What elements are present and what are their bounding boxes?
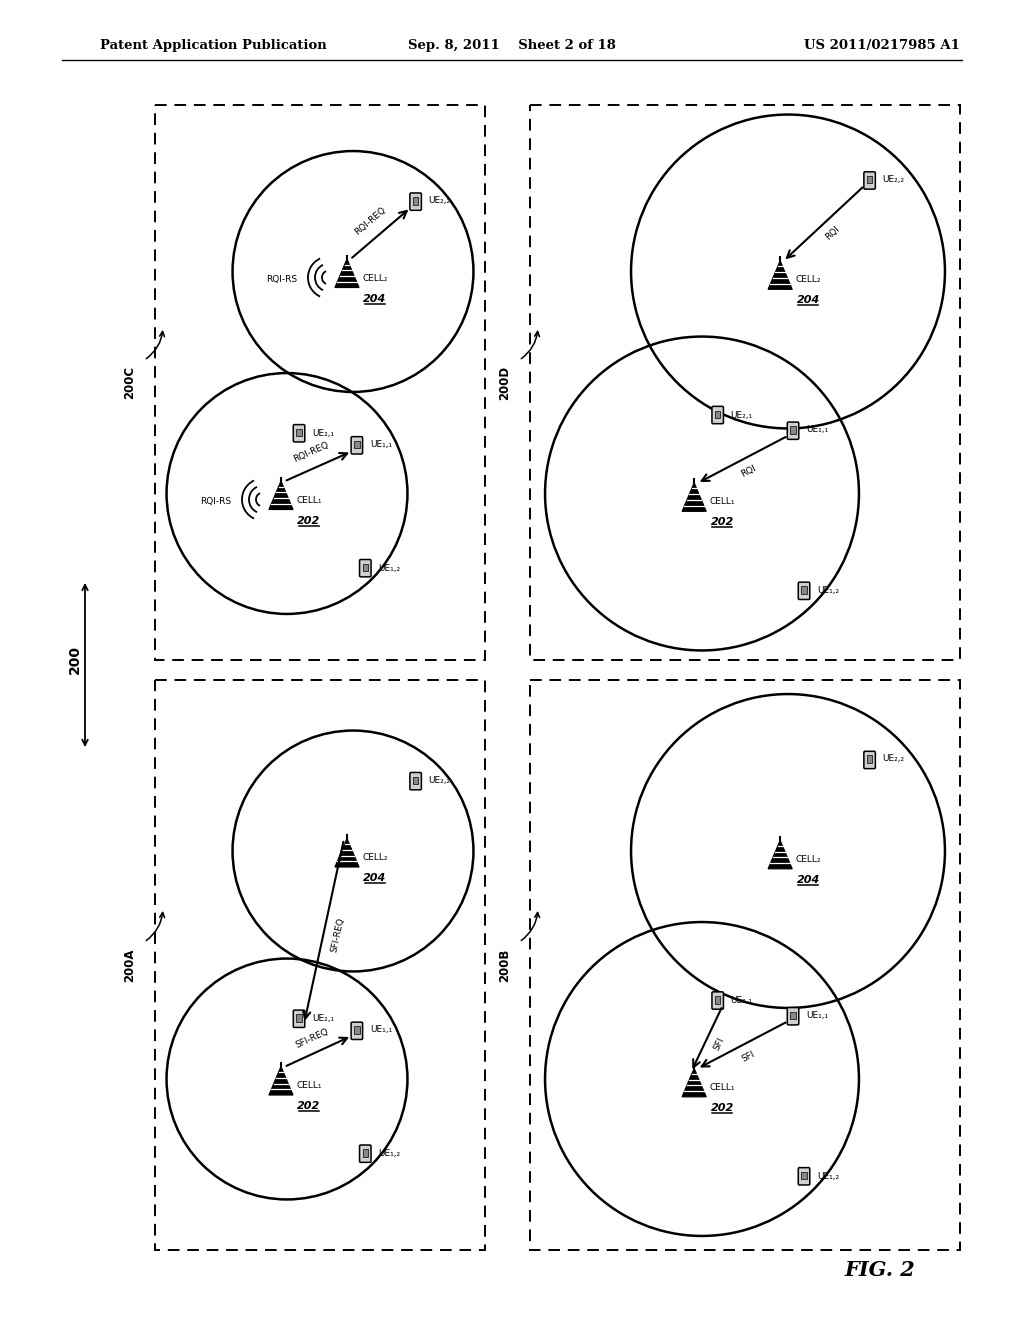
Text: SFI-REQ: SFI-REQ [330, 916, 346, 953]
Text: UE₂,₁: UE₂,₁ [731, 411, 753, 420]
Text: SFI: SFI [740, 1049, 757, 1064]
Bar [867, 755, 872, 763]
Text: CELL₁: CELL₁ [296, 1081, 322, 1090]
Text: CELL₁: CELL₁ [710, 1082, 735, 1092]
FancyBboxPatch shape [712, 991, 723, 1010]
FancyBboxPatch shape [410, 772, 422, 789]
Polygon shape [768, 261, 793, 289]
Text: Patent Application Publication: Patent Application Publication [100, 38, 327, 51]
Text: 202: 202 [297, 1101, 321, 1111]
Text: UE₁,₂: UE₁,₂ [817, 1172, 839, 1181]
Text: UE₁,₁: UE₁,₁ [806, 1011, 828, 1020]
FancyBboxPatch shape [799, 582, 810, 599]
Bar [413, 776, 419, 784]
Text: 200: 200 [68, 645, 82, 675]
Text: SFI: SFI [712, 1036, 726, 1052]
Text: UE₁,₂: UE₁,₂ [378, 1150, 400, 1158]
FancyBboxPatch shape [359, 560, 371, 577]
FancyBboxPatch shape [351, 1022, 362, 1039]
Text: 204: 204 [797, 875, 820, 884]
Polygon shape [682, 483, 707, 511]
Text: 200D: 200D [499, 366, 512, 400]
Bar [155, 680, 485, 1250]
Text: 200C: 200C [124, 366, 136, 399]
Text: 202: 202 [711, 1102, 734, 1113]
Text: UE₁,₁: UE₁,₁ [370, 1026, 392, 1035]
Text: UE₂,₂: UE₂,₂ [429, 776, 451, 784]
Text: UE₂,₁: UE₂,₁ [312, 1014, 334, 1023]
FancyBboxPatch shape [351, 437, 362, 454]
Text: 202: 202 [711, 517, 734, 528]
Text: CELL₂: CELL₂ [362, 853, 388, 862]
FancyBboxPatch shape [293, 1010, 305, 1027]
Text: UE₁,₁: UE₁,₁ [806, 425, 828, 434]
Text: CELL₁: CELL₁ [710, 498, 735, 507]
Text: UE₁,₁: UE₁,₁ [370, 440, 392, 449]
FancyBboxPatch shape [410, 193, 422, 210]
Text: RQI-RS: RQI-RS [201, 498, 231, 506]
FancyBboxPatch shape [799, 1168, 810, 1185]
Bar [715, 997, 721, 1003]
Text: UE₁,₂: UE₁,₂ [817, 586, 839, 595]
Text: UE₂,₁: UE₂,₁ [731, 997, 753, 1005]
FancyBboxPatch shape [787, 422, 799, 440]
Text: 200A: 200A [124, 948, 136, 982]
Text: 200B: 200B [499, 948, 512, 982]
FancyBboxPatch shape [864, 751, 876, 768]
Bar [791, 426, 796, 434]
Polygon shape [269, 1067, 293, 1096]
Bar [802, 1172, 807, 1179]
Bar [530, 680, 961, 1250]
Text: Sep. 8, 2011    Sheet 2 of 18: Sep. 8, 2011 Sheet 2 of 18 [408, 38, 616, 51]
Text: CELL₂: CELL₂ [362, 273, 388, 282]
Bar [354, 1027, 359, 1034]
FancyBboxPatch shape [293, 425, 305, 442]
Polygon shape [768, 841, 793, 869]
Text: US 2011/0217985 A1: US 2011/0217985 A1 [804, 38, 961, 51]
Text: RQI-RS: RQI-RS [266, 275, 298, 284]
Bar [530, 106, 961, 660]
Text: UE₂,₂: UE₂,₂ [429, 197, 451, 205]
FancyBboxPatch shape [712, 407, 723, 424]
Text: RQI: RQI [739, 463, 758, 479]
Bar [802, 586, 807, 594]
Text: CELL₁: CELL₁ [296, 495, 322, 504]
Bar [296, 429, 302, 437]
Polygon shape [269, 480, 293, 510]
Text: RQI: RQI [824, 224, 842, 242]
Polygon shape [335, 838, 359, 867]
Text: CELL₂: CELL₂ [796, 855, 821, 863]
Text: 204: 204 [364, 293, 387, 304]
Bar [354, 441, 359, 449]
Text: SFI-REQ: SFI-REQ [294, 1027, 330, 1051]
FancyBboxPatch shape [359, 1144, 371, 1163]
Bar [791, 1011, 796, 1019]
Text: 204: 204 [797, 296, 820, 305]
Text: 202: 202 [297, 516, 321, 525]
Polygon shape [682, 1068, 707, 1097]
Text: UE₂,₂: UE₂,₂ [883, 176, 905, 183]
Text: RQI-REQ: RQI-REQ [292, 440, 331, 463]
Text: 204: 204 [364, 873, 387, 883]
Text: UE₁,₂: UE₁,₂ [378, 564, 400, 573]
Text: FIG. 2: FIG. 2 [845, 1261, 915, 1280]
Polygon shape [335, 259, 359, 288]
Text: CELL₂: CELL₂ [796, 276, 821, 284]
Bar [413, 197, 419, 205]
Text: UE₂,₂: UE₂,₂ [883, 755, 905, 763]
FancyBboxPatch shape [787, 1007, 799, 1024]
FancyBboxPatch shape [864, 172, 876, 189]
Bar [715, 411, 721, 418]
Bar [867, 176, 872, 183]
Bar [296, 1014, 302, 1022]
Bar [362, 1150, 368, 1156]
Bar [362, 564, 368, 572]
Bar [155, 106, 485, 660]
Text: UE₂,₁: UE₂,₁ [312, 429, 334, 438]
Text: RQI-REQ: RQI-REQ [352, 206, 387, 238]
